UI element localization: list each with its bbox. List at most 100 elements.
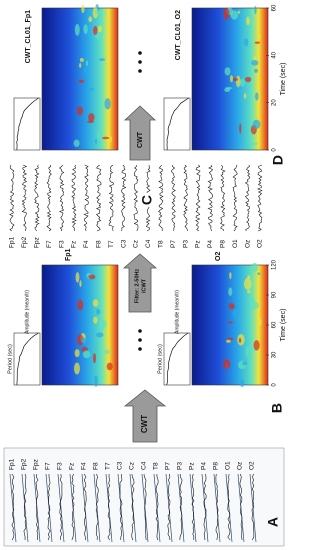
spectrogram-texture <box>250 262 259 273</box>
ellipsis-dot <box>138 338 142 342</box>
channel-label: Fp2 <box>21 458 28 470</box>
spectrogram-texture <box>96 308 101 315</box>
spectrogram-texture <box>83 67 88 73</box>
signal-trace <box>203 473 207 541</box>
ellipsis-dot <box>138 60 142 64</box>
channel-label: Oz <box>244 240 251 248</box>
signal-trace <box>95 164 102 232</box>
subplot-title: CWT_CL01_Fp1 <box>25 10 32 63</box>
channel-label: Fp2 <box>21 236 28 248</box>
spectrogram-texture <box>79 58 84 63</box>
channel-label: Oz <box>237 462 244 470</box>
signal-trace <box>183 164 188 232</box>
signal-trace <box>179 473 183 541</box>
period-curve <box>16 332 39 386</box>
spectrogram-texture <box>251 60 259 66</box>
spectrogram-texture <box>88 87 95 91</box>
spectrogram-texture <box>230 10 239 20</box>
signal-trace <box>117 473 125 543</box>
spectrogram-texture <box>235 75 241 88</box>
signal-trace <box>129 473 137 543</box>
signal-trace <box>220 164 226 232</box>
spectrogram-texture <box>244 76 252 83</box>
channel-label: Fp1 <box>9 236 16 248</box>
spectrogram-texture <box>93 25 98 35</box>
spectrogram-texture <box>237 10 241 14</box>
spectrogram-texture <box>257 318 262 326</box>
signal-trace <box>59 473 63 541</box>
period-plot <box>163 97 191 151</box>
signal-trace <box>46 164 52 232</box>
signal-trace <box>47 474 51 541</box>
spectrogram-texture <box>94 11 103 14</box>
signal-trace <box>158 164 164 231</box>
spectrogram-texture <box>101 136 110 140</box>
channel-label: Pz <box>189 462 196 470</box>
spectrogram-texture <box>92 353 97 364</box>
signal-trace <box>34 164 40 232</box>
channel-label: F7 <box>45 462 52 470</box>
arrow-label: iCWT <box>141 278 147 293</box>
channel-label: T8 <box>158 240 165 248</box>
period-curve <box>16 97 39 151</box>
channel-label: P7 <box>165 462 172 470</box>
spectrogram-texture <box>97 25 102 33</box>
channel-label: O2 <box>257 239 264 248</box>
spectrogram-texture <box>88 16 93 23</box>
channel-label: T7 <box>108 240 115 248</box>
signal-trace <box>257 164 263 232</box>
signal-trace <box>45 473 53 543</box>
subplot-title: Fp1 <box>65 248 72 261</box>
spectrogram-texture <box>75 272 80 283</box>
spectrogram-texture <box>87 120 94 124</box>
axis-label: Amplitude (mean/tr) <box>174 290 180 334</box>
spectrogram-texture <box>94 375 98 388</box>
spectrogram-texture <box>253 56 257 61</box>
spectrogram-texture <box>255 92 259 101</box>
spectrogram-texture <box>229 75 234 83</box>
channel-label: P4 <box>201 462 208 470</box>
x-tick-label: 60 <box>272 4 278 11</box>
channel-label: Cz <box>133 240 140 248</box>
spectrogram-texture <box>242 361 248 366</box>
spectrogram-texture <box>80 337 87 344</box>
channel-label: F7 <box>46 240 53 248</box>
process-arrow <box>122 253 158 313</box>
process-arrow <box>123 105 157 161</box>
channel-label: P4 <box>207 240 214 248</box>
signal-trace <box>225 473 233 543</box>
signal-trace <box>244 164 251 232</box>
spectrogram-texture <box>93 316 98 324</box>
signal-trace <box>33 473 41 543</box>
signal-trace <box>207 164 214 232</box>
signal-trace <box>81 473 89 543</box>
channel-label: F3 <box>57 462 64 470</box>
channel-label: F8 <box>96 240 103 248</box>
panel-label: B <box>269 403 285 413</box>
spectrogram-texture <box>224 67 231 76</box>
x-tick-label: 120 <box>272 259 278 270</box>
spectrogram-texture <box>92 299 99 307</box>
channel-label: C4 <box>141 461 148 470</box>
page: Fp1 Fp2 Fpz F7 F3 Fz F4 F8 T7 C3 Cz C4 T8 P7 P3 Pz P4 P8 O… <box>3 4 287 547</box>
spectrogram-texture <box>238 337 242 343</box>
signal-trace <box>143 473 147 541</box>
signal-trace <box>35 473 39 540</box>
spectrogram-texture <box>79 62 82 68</box>
spectrogram-texture <box>252 119 261 130</box>
spectrogram-texture <box>250 142 258 146</box>
channel-label: O1 <box>225 461 232 470</box>
signal-trace <box>119 473 123 540</box>
signal-trace <box>239 473 243 541</box>
spectrogram-texture <box>250 301 259 310</box>
channel-label: C4 <box>145 239 152 248</box>
signal-trace <box>71 473 75 541</box>
ellipsis-dot <box>138 347 142 351</box>
spectrogram-texture <box>85 60 89 67</box>
period-plot <box>163 332 191 386</box>
channel-label: Fpz <box>33 459 40 470</box>
spectrogram-texture <box>247 275 251 280</box>
signal-trace <box>191 473 195 541</box>
channel-label: P7 <box>170 240 177 248</box>
channel-label: P3 <box>182 240 189 248</box>
